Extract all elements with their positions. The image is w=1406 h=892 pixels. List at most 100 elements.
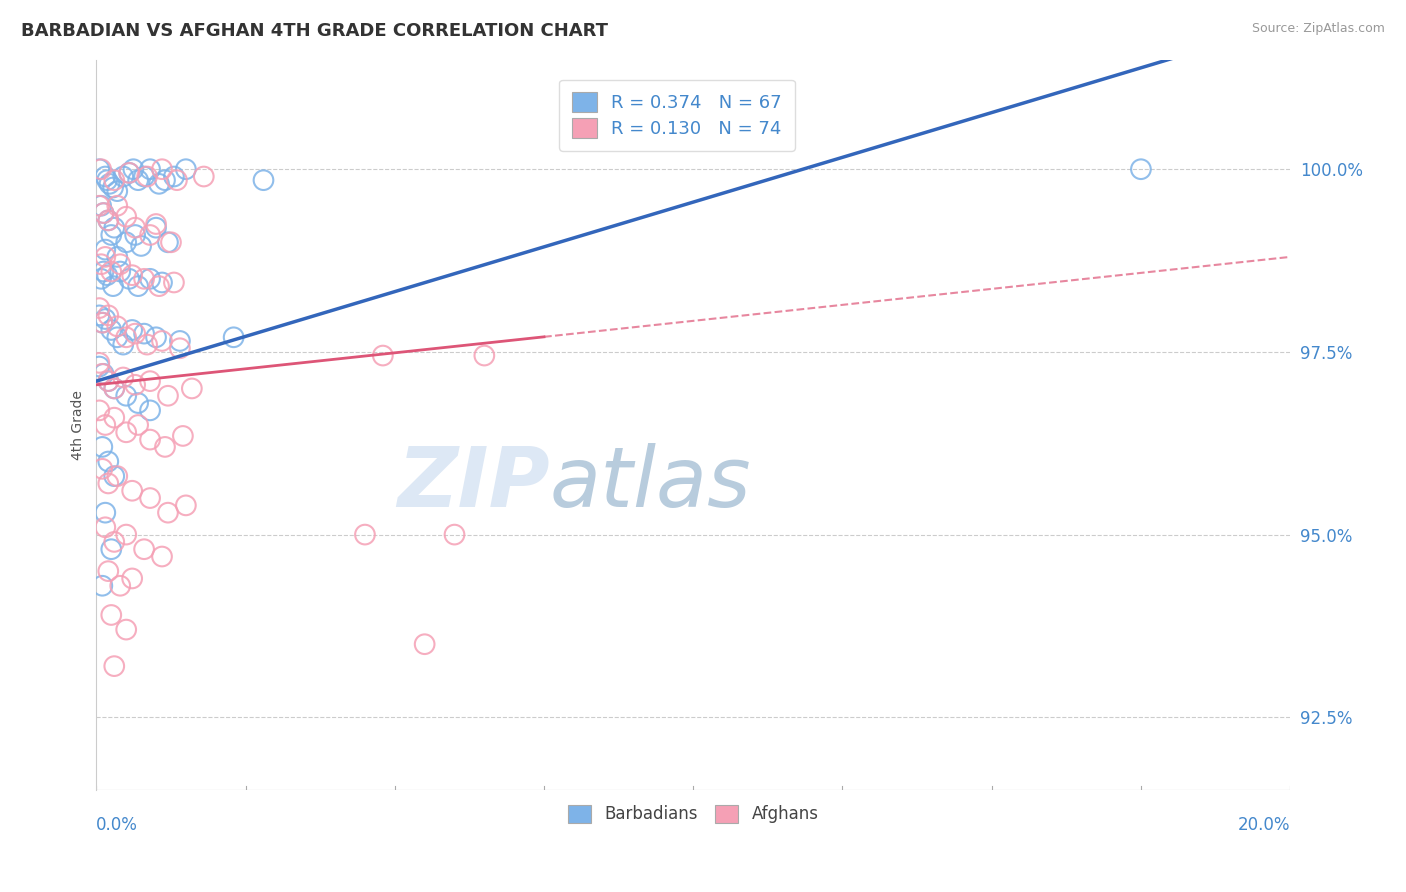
Point bbox=[472, 349, 495, 363]
Point bbox=[122, 162, 145, 177]
Point bbox=[90, 272, 112, 286]
Point bbox=[103, 173, 125, 187]
Point bbox=[118, 166, 141, 180]
Point bbox=[166, 173, 188, 187]
Point bbox=[124, 326, 146, 341]
Point bbox=[94, 169, 117, 184]
Point bbox=[89, 359, 111, 374]
Point bbox=[97, 213, 120, 227]
Point bbox=[180, 381, 202, 395]
Point bbox=[100, 542, 122, 557]
Point bbox=[112, 337, 135, 351]
Point bbox=[94, 243, 117, 257]
Point bbox=[103, 469, 125, 483]
Point bbox=[93, 367, 115, 381]
Point bbox=[139, 162, 162, 177]
Point bbox=[91, 367, 114, 381]
Point bbox=[94, 312, 117, 326]
Point bbox=[94, 520, 117, 534]
Point bbox=[89, 199, 111, 213]
Point bbox=[148, 177, 170, 191]
Point bbox=[97, 309, 120, 323]
Point bbox=[96, 173, 118, 187]
Point bbox=[93, 264, 115, 278]
Point bbox=[124, 220, 146, 235]
Point bbox=[100, 607, 122, 622]
Text: Source: ZipAtlas.com: Source: ZipAtlas.com bbox=[1251, 22, 1385, 36]
Point bbox=[97, 374, 120, 388]
Point bbox=[150, 162, 173, 177]
Point bbox=[103, 220, 125, 235]
Point bbox=[169, 334, 191, 348]
Point bbox=[121, 571, 143, 585]
Text: 0.0%: 0.0% bbox=[97, 816, 138, 834]
Point bbox=[139, 403, 162, 417]
Point bbox=[156, 506, 179, 520]
Point bbox=[97, 374, 120, 388]
Point bbox=[89, 403, 111, 417]
Point bbox=[156, 235, 179, 250]
Point bbox=[163, 169, 186, 184]
Point bbox=[174, 499, 197, 513]
Point bbox=[413, 637, 436, 651]
Point bbox=[97, 476, 120, 491]
Point bbox=[115, 330, 138, 344]
Point bbox=[93, 206, 115, 220]
Point bbox=[94, 250, 117, 264]
Text: atlas: atlas bbox=[550, 443, 752, 524]
Point bbox=[97, 213, 120, 227]
Point bbox=[105, 319, 128, 334]
Y-axis label: 4th Grade: 4th Grade bbox=[72, 390, 86, 460]
Point bbox=[97, 564, 120, 578]
Point bbox=[121, 483, 143, 498]
Point bbox=[124, 377, 146, 392]
Point bbox=[127, 417, 149, 432]
Point bbox=[132, 326, 155, 341]
Point bbox=[110, 579, 132, 593]
Point bbox=[121, 323, 143, 337]
Point bbox=[150, 334, 173, 348]
Point bbox=[129, 239, 152, 253]
Point bbox=[110, 257, 132, 271]
Point bbox=[169, 341, 191, 355]
Point bbox=[97, 454, 120, 468]
Point bbox=[90, 199, 112, 213]
Point bbox=[121, 268, 143, 282]
Point bbox=[160, 235, 183, 250]
Point bbox=[139, 491, 162, 505]
Point bbox=[91, 316, 114, 330]
Point bbox=[105, 199, 128, 213]
Point bbox=[127, 396, 149, 410]
Point bbox=[105, 184, 128, 198]
Point bbox=[145, 217, 167, 231]
Point bbox=[371, 349, 394, 363]
Point bbox=[96, 268, 118, 282]
Point bbox=[101, 180, 124, 194]
Point bbox=[115, 623, 138, 637]
Point bbox=[124, 227, 146, 242]
Point bbox=[94, 506, 117, 520]
Text: 20.0%: 20.0% bbox=[1237, 816, 1291, 834]
Point bbox=[153, 173, 176, 187]
Point bbox=[150, 276, 173, 290]
Point bbox=[222, 330, 245, 344]
Point bbox=[93, 206, 115, 220]
Point bbox=[115, 527, 138, 541]
Point bbox=[136, 169, 159, 184]
Point bbox=[136, 337, 159, 351]
Point bbox=[100, 323, 122, 337]
Point bbox=[150, 549, 173, 564]
Point bbox=[139, 227, 162, 242]
Point bbox=[100, 227, 122, 242]
Point bbox=[354, 527, 377, 541]
Point bbox=[89, 309, 111, 323]
Point bbox=[91, 579, 114, 593]
Point bbox=[118, 166, 141, 180]
Point bbox=[174, 162, 197, 177]
Point bbox=[105, 250, 128, 264]
Point bbox=[101, 279, 124, 293]
Point bbox=[89, 356, 111, 370]
Point bbox=[132, 542, 155, 557]
Point bbox=[172, 429, 194, 443]
Point bbox=[112, 370, 135, 384]
